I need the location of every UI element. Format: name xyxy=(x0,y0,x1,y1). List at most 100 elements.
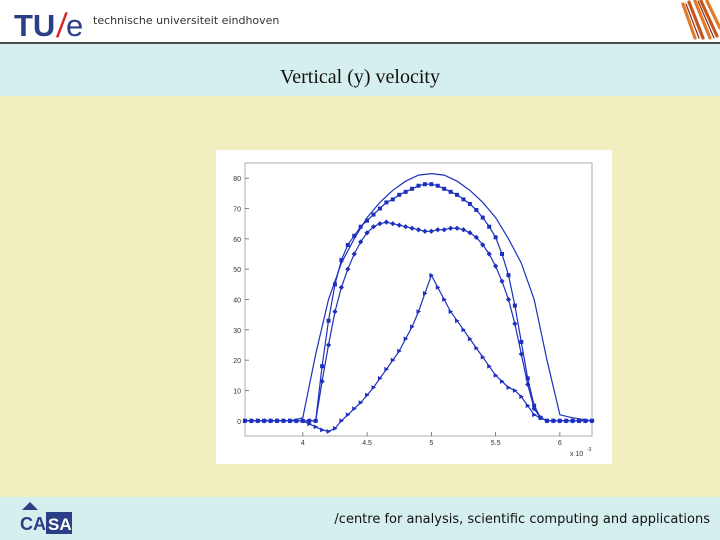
series-4-marker xyxy=(487,363,492,369)
series-2-marker xyxy=(448,189,453,194)
series-4-marker xyxy=(384,366,389,372)
y-tick-label: 50 xyxy=(233,267,241,274)
y-tick-label: 10 xyxy=(233,389,241,396)
series-3-marker xyxy=(409,225,415,231)
series-4-marker xyxy=(506,385,512,390)
series-4-marker xyxy=(564,418,569,424)
series-4-marker xyxy=(410,324,415,330)
series-4-marker xyxy=(474,345,479,351)
header-divider xyxy=(0,42,720,44)
series-4-marker xyxy=(551,418,557,424)
casa-roof-icon xyxy=(22,502,38,510)
series-2-marker xyxy=(320,364,325,369)
series-4-marker xyxy=(448,309,454,315)
series-3-marker xyxy=(313,418,319,424)
series-2-marker xyxy=(377,206,382,211)
series-4-marker xyxy=(352,406,357,412)
series-3-marker xyxy=(499,278,505,284)
series-2-marker xyxy=(474,208,479,213)
velocity-chart-svg: 0 10 20 30 40 50 60 70 80 4 4.5 5 5.5 6 x 10 -3 xyxy=(233,162,595,458)
series-2-marker xyxy=(384,200,389,205)
series-3-marker xyxy=(325,342,332,348)
series-4-marker xyxy=(339,418,344,424)
series-4-marker xyxy=(525,403,531,409)
series-4-marker xyxy=(300,418,306,424)
series-3-marker xyxy=(415,227,422,233)
slide-title: Vertical (y) velocity xyxy=(0,66,720,89)
series-4-marker xyxy=(243,418,248,424)
tue-stripes-icon xyxy=(681,0,720,40)
series-2-marker xyxy=(519,339,524,344)
series-2-marker xyxy=(410,186,415,191)
series-2-line xyxy=(245,183,592,422)
series-3-marker xyxy=(441,227,447,233)
series-4-marker xyxy=(416,309,422,315)
series-3-marker xyxy=(332,309,338,315)
series-4-marker xyxy=(320,427,325,433)
series-3-marker xyxy=(486,251,492,257)
series-2-marker xyxy=(480,215,485,220)
series-2-marker xyxy=(365,218,370,223)
series-2-marker xyxy=(403,189,408,194)
series-3-marker xyxy=(454,225,460,231)
series-4-marker xyxy=(429,272,434,278)
series-4-line xyxy=(245,273,592,433)
series-4-marker xyxy=(365,392,370,398)
y-tick-label: 70 xyxy=(233,207,241,214)
series-2-marker xyxy=(371,212,376,217)
university-tagline: technische universiteit eindhoven xyxy=(93,14,280,27)
series-3-marker xyxy=(364,230,370,236)
y-tick-label: 40 xyxy=(233,298,241,305)
y-tick-label: 60 xyxy=(233,237,241,244)
series-4-marker xyxy=(493,372,499,378)
series-3-marker xyxy=(460,227,467,233)
series-3-marker xyxy=(403,224,409,230)
series-4-marker xyxy=(326,429,332,434)
y-tick-label: 30 xyxy=(233,328,241,335)
series-2-marker xyxy=(500,252,505,256)
y-tick-label: 20 xyxy=(233,358,241,365)
x-tick-label: 4.5 xyxy=(362,440,372,447)
series-2-marker xyxy=(442,186,447,191)
series-2-marker xyxy=(525,376,530,381)
series-3-marker xyxy=(338,284,344,290)
series-4-marker xyxy=(480,354,486,360)
series-3-marker xyxy=(422,228,428,234)
series-2-marker xyxy=(435,183,440,188)
series-4-marker xyxy=(583,418,589,424)
series-3-marker xyxy=(377,221,383,227)
casa-logo-right: SA xyxy=(48,515,72,534)
series-4-marker xyxy=(371,385,377,390)
series-4-marker xyxy=(281,418,287,424)
series-4-marker xyxy=(307,421,312,427)
series-3-marker xyxy=(351,251,357,257)
series-2-marker xyxy=(512,303,517,308)
series-2-marker xyxy=(487,224,492,229)
title-band xyxy=(0,44,720,96)
series-4-marker xyxy=(512,388,518,393)
series-3-marker xyxy=(435,227,441,233)
x-multiplier-label: x 10 xyxy=(570,451,583,458)
series-2-marker xyxy=(326,318,331,323)
series-4-marker xyxy=(590,418,595,424)
tue-logo-e: e xyxy=(66,8,84,43)
series-4-marker xyxy=(262,418,267,424)
series-3-marker xyxy=(480,242,486,248)
series-2-marker xyxy=(352,233,357,238)
slide-header: TU / e technische universiteit eindhoven xyxy=(0,0,720,48)
series-3-marker xyxy=(396,222,402,228)
series-2-marker xyxy=(358,224,363,229)
series-2-marker xyxy=(532,403,537,408)
series-3-marker xyxy=(505,296,512,303)
series-4-marker xyxy=(570,418,576,424)
x-tick-label: 5 xyxy=(429,440,433,447)
series-2-marker xyxy=(467,201,472,206)
series-3-marker xyxy=(467,230,473,236)
footer-caption: /centre for analysis, scientific computi… xyxy=(334,512,710,527)
series-2-marker xyxy=(455,192,460,197)
x-tick-label: 5.5 xyxy=(491,440,501,447)
series-4-marker xyxy=(377,375,383,381)
series-2-marker xyxy=(397,192,402,197)
series-2-marker xyxy=(493,235,498,240)
series-4-marker xyxy=(255,418,261,424)
